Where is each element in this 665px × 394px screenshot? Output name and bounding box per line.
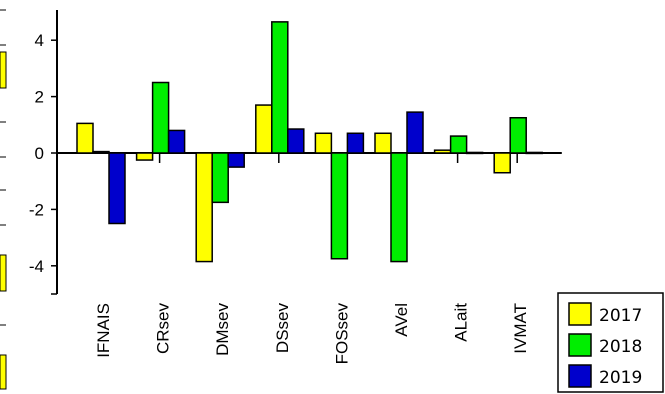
legend-swatch-2018 bbox=[568, 333, 592, 357]
bar-2018-FOSsev bbox=[330, 152, 349, 260]
bar-2018-IVMAT bbox=[509, 117, 527, 154]
bar-2017-IVMAT bbox=[493, 152, 511, 174]
bar-2019-DMsev bbox=[227, 152, 245, 168]
bar-2019-CRsev bbox=[167, 129, 186, 154]
bar-2019-IVMAT bbox=[525, 151, 543, 155]
bar-2017-AVel bbox=[374, 132, 392, 154]
x-category-label: IFNAIS bbox=[94, 303, 113, 358]
bar-2018-CRsev bbox=[151, 81, 170, 154]
bar-2019-AVel bbox=[406, 111, 424, 154]
bar-2018-DSsev bbox=[271, 21, 289, 154]
bar-2017-CRsev bbox=[135, 152, 154, 161]
bar-2019-IFNAIS bbox=[108, 152, 126, 225]
bar-2017-IFNAIS bbox=[76, 122, 94, 154]
bar-2019-DSsev bbox=[287, 128, 305, 154]
y-tick-label: 0 bbox=[35, 144, 44, 163]
legend-label: 2017 bbox=[599, 306, 642, 326]
bar-2019-FOSsev bbox=[346, 132, 365, 154]
bar-2017-FOSsev bbox=[314, 132, 333, 154]
y-tick-label: 4 bbox=[35, 31, 44, 50]
x-category-label: ALait bbox=[452, 303, 471, 342]
bar-2017-DSsev bbox=[255, 104, 273, 154]
y-tick-label: -2 bbox=[29, 200, 44, 219]
bar-2018-AVel bbox=[390, 152, 408, 263]
bar-2017-ALait bbox=[433, 149, 452, 154]
x-category-label: DMsev bbox=[213, 303, 232, 356]
y-tick-label: -4 bbox=[29, 257, 44, 276]
bar-2017-DMsev bbox=[195, 152, 213, 263]
x-category-label: FOSsev bbox=[332, 303, 351, 365]
bar-2018-IFNAIS bbox=[92, 150, 110, 154]
left-edge-panel bbox=[0, 9, 7, 390]
bar-2018-DMsev bbox=[211, 152, 229, 204]
legend-label: 2019 bbox=[599, 368, 642, 388]
legend-swatch-2019 bbox=[568, 364, 592, 388]
legend-swatch-2017 bbox=[568, 302, 592, 326]
x-category-label: DSsev bbox=[273, 303, 292, 354]
x-category-label: IVMAT bbox=[511, 303, 530, 354]
x-category-label: CRsev bbox=[154, 303, 173, 355]
x-category-label: AVel bbox=[392, 303, 411, 337]
y-tick-label: 2 bbox=[35, 88, 44, 107]
legend-label: 2018 bbox=[599, 337, 642, 357]
bar-2018-ALait bbox=[449, 135, 468, 154]
bar-2019-ALait bbox=[465, 151, 484, 155]
